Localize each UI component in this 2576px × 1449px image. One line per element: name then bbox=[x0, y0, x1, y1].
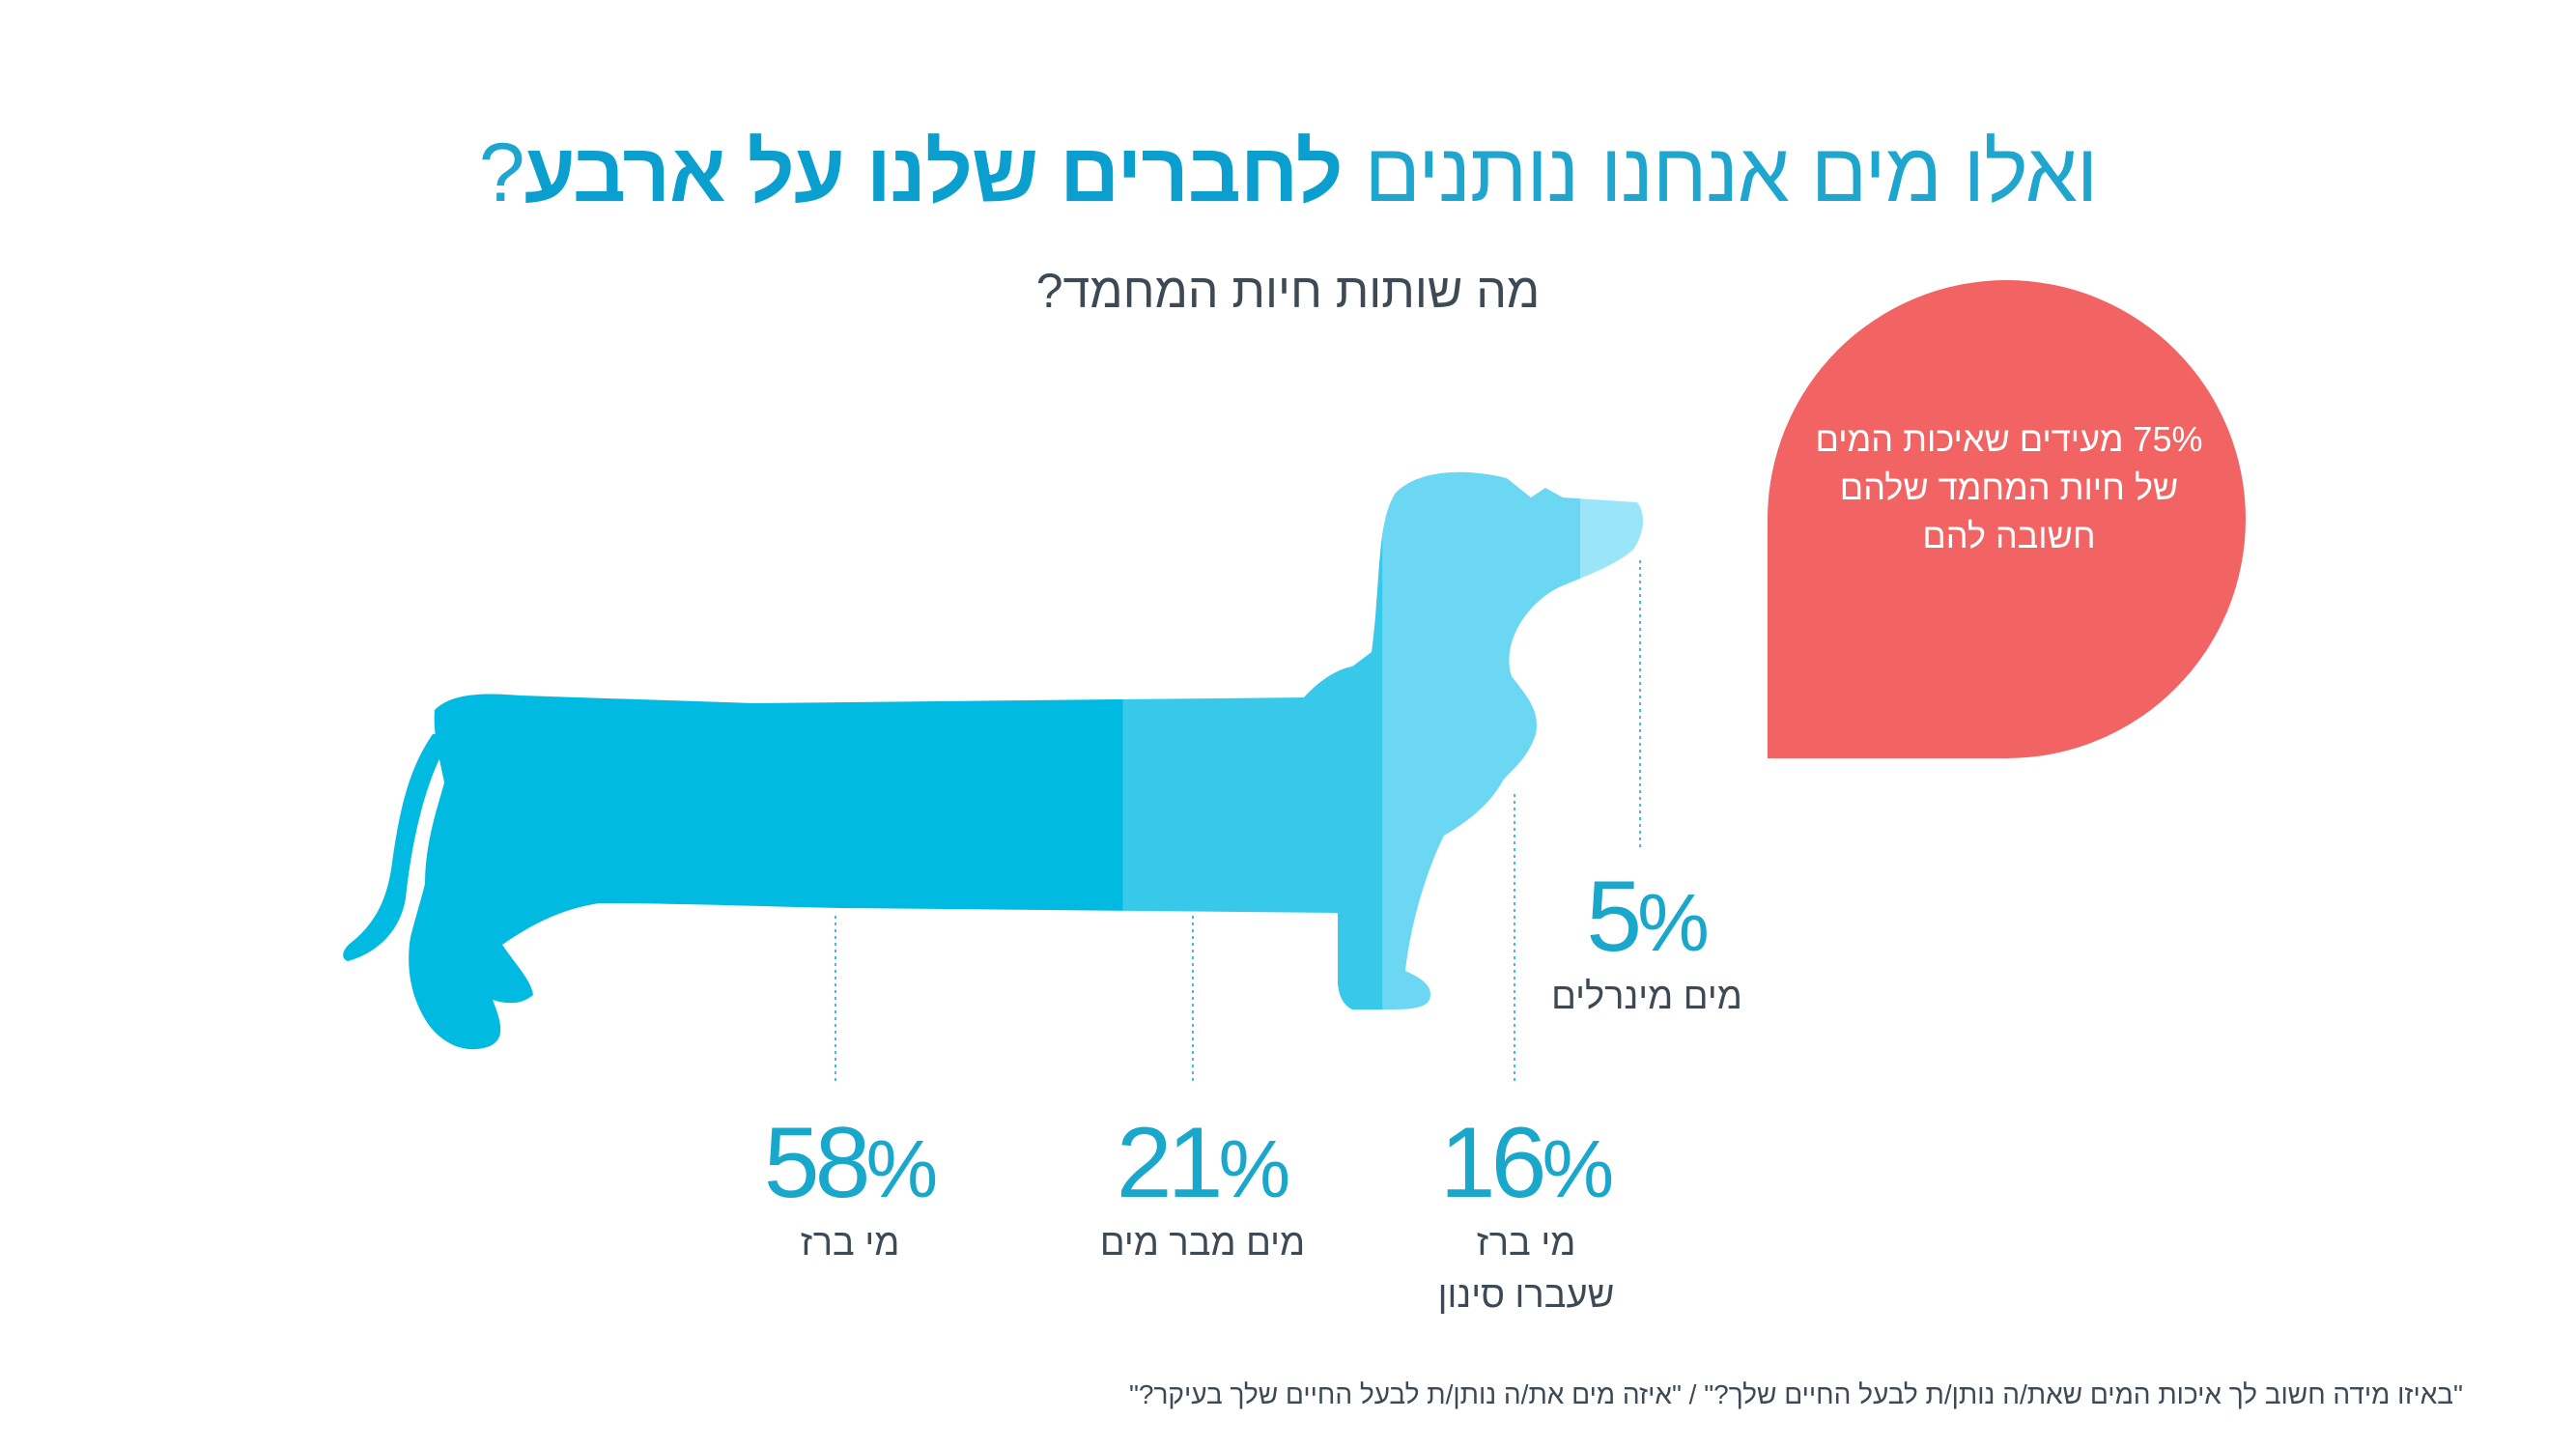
value-number-1: 58 bbox=[763, 1107, 871, 1219]
segment-1 bbox=[409, 471, 1124, 1050]
value-number-4: 5 bbox=[1586, 861, 1642, 973]
category-label-line-3-1: מי ברז bbox=[1476, 1223, 1576, 1264]
title-end: ? bbox=[478, 127, 525, 219]
category-label-line-4-1: מים מינרלים bbox=[1551, 977, 1742, 1017]
value-unit-2: % bbox=[1218, 1123, 1290, 1214]
value-label-3: 16% bbox=[1381, 1106, 1671, 1221]
category-label-3: מי ברז שעברו סינון bbox=[1333, 1217, 1719, 1321]
speech-bubble bbox=[1768, 280, 2246, 758]
category-label-2: מים מבר מים bbox=[1009, 1217, 1396, 1269]
bubble-text: 75% מעידים שאיכות המים של חיות המחמד שלה… bbox=[1815, 419, 2203, 555]
title-bold: לחברים שלנו על ארבע bbox=[524, 127, 1344, 219]
category-label-line-1-1: מי ברז bbox=[800, 1223, 900, 1264]
footnote: "באיזו מידה חשוב לך איכות המים שאת/ה נות… bbox=[1128, 1379, 2463, 1409]
dog-tail-shape bbox=[343, 734, 454, 961]
category-label-line-3-2: שעברו סינון bbox=[1437, 1275, 1615, 1316]
value-label-1: 58% bbox=[705, 1106, 995, 1221]
value-unit-3: % bbox=[1542, 1123, 1614, 1214]
value-label-4: 5% bbox=[1502, 860, 1792, 975]
category-label-line-2-1: מים מבר מים bbox=[1099, 1223, 1306, 1264]
title-regular: ואלו מים אנחנו נותנים bbox=[1364, 127, 2099, 219]
value-unit-4: % bbox=[1637, 877, 1710, 968]
value-unit-1: % bbox=[865, 1123, 938, 1214]
value-number-3: 16 bbox=[1439, 1107, 1547, 1219]
page-title: ואלו מים אנחנו נותנים לחברים שלנו על ארב… bbox=[0, 126, 2576, 221]
leader-lines bbox=[835, 560, 1641, 1082]
value-label-2: 21% bbox=[1058, 1106, 1347, 1221]
dog-tail bbox=[343, 734, 454, 961]
category-label-1: מי ברז bbox=[657, 1217, 1043, 1269]
value-number-2: 21 bbox=[1116, 1107, 1224, 1219]
segment-2 bbox=[1122, 471, 1384, 1050]
chart-subtitle: מה שותות חיות המחמד? bbox=[1035, 264, 1541, 318]
category-label-4: מים מינרלים bbox=[1454, 971, 1840, 1023]
